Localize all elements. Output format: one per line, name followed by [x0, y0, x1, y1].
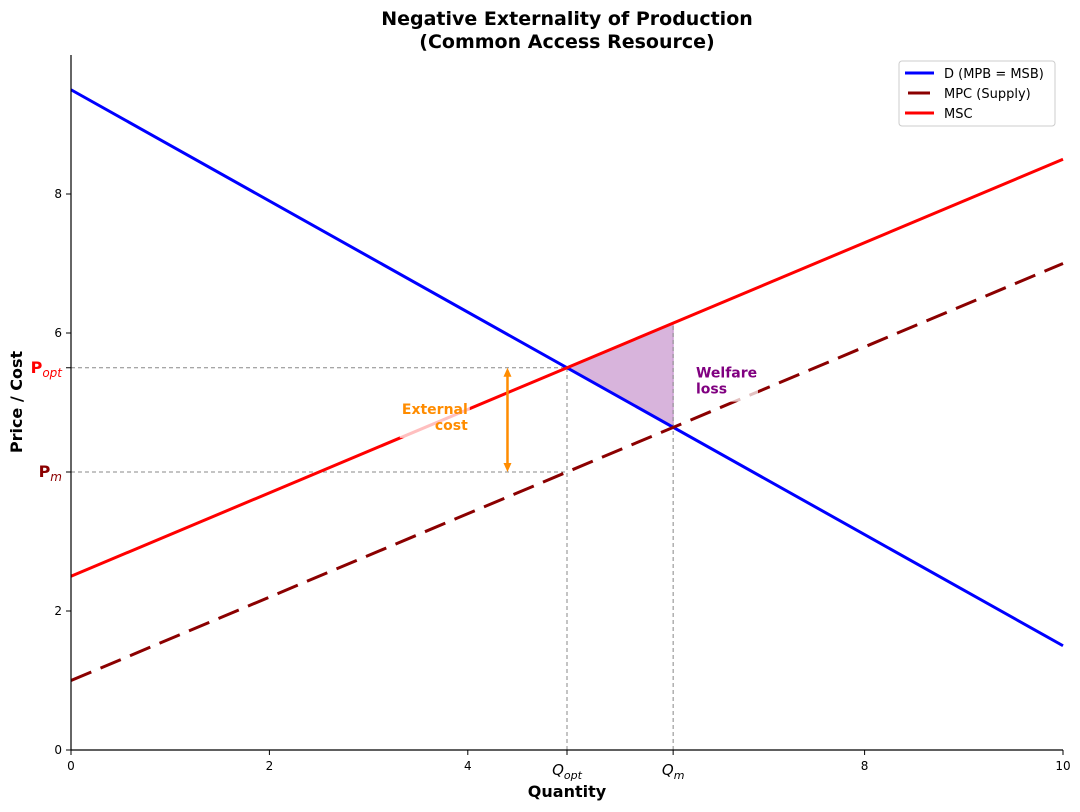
external-cost-label-line2: cost: [435, 418, 468, 434]
y-tick-label: 8: [54, 187, 62, 201]
legend-box: [898, 60, 1056, 127]
x-axis-label: Quantity: [528, 782, 607, 801]
x-tick-label: 2: [266, 759, 274, 773]
welfare-loss-label-line2: loss: [696, 382, 727, 398]
x-tick-label: 10: [1055, 759, 1070, 773]
y-tick-label: 0: [54, 743, 62, 757]
p_m-tick-label: Pm: [39, 462, 62, 484]
chart-title-line2: (Common Access Resource): [419, 31, 714, 53]
p_opt-tick-label: Popt: [31, 358, 64, 380]
arrow-head-up: [503, 367, 512, 377]
legend-label-1: MPC (Supply): [944, 87, 1031, 102]
y-axis-label: Price / Cost: [7, 350, 26, 453]
q_opt-tick-label: Qopt: [552, 761, 583, 782]
x-tick-label: 8: [861, 759, 869, 773]
welfare-loss-label-line1: Welfare: [696, 366, 757, 382]
welfare-loss-label-bg: [693, 363, 758, 402]
arrow-head-down: [503, 463, 512, 472]
legend-label-0: D (MPB = MSB): [944, 67, 1044, 82]
x-tick-label: 0: [67, 759, 75, 773]
q_m-tick-label: Qm: [662, 761, 685, 782]
y-tick-label: 2: [54, 604, 62, 618]
legend-label-2: MSC: [944, 107, 973, 122]
series-line-2: [70, 157, 1064, 578]
external-cost-label-bg: [399, 399, 470, 438]
external-cost-label-line1: External: [402, 402, 468, 418]
series-line-1: [70, 262, 1064, 682]
y-tick-label: 6: [54, 326, 62, 340]
chart-title-line1: Negative Externality of Production: [381, 8, 753, 30]
x-tick-label: 4: [464, 759, 472, 773]
